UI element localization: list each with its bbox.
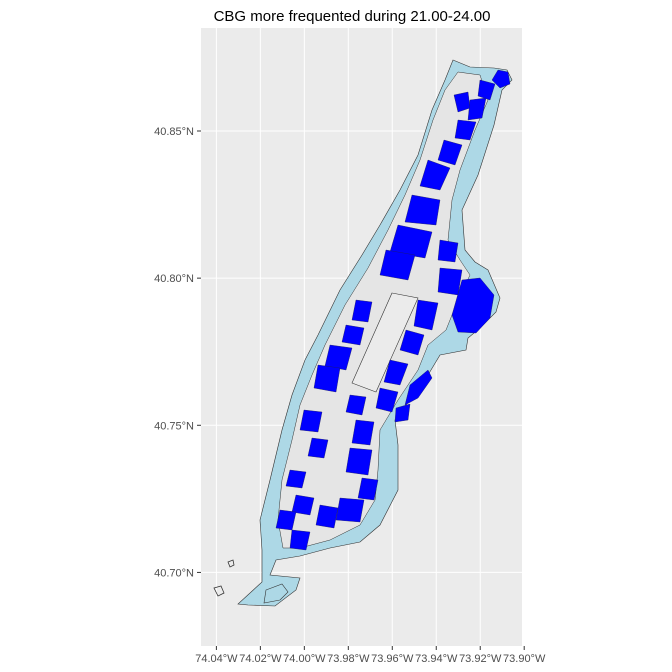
roosevelt-island — [263, 583, 289, 604]
small-island-1 — [227, 559, 235, 568]
y-tick-label: 40.85°N — [154, 126, 194, 138]
land-cbgs — [277, 71, 489, 549]
chart-title: CBG more frequented during 21.00-24.00 — [214, 8, 491, 25]
x-tick-label: 73.96°W — [371, 653, 414, 665]
highlighted-cbgs — [275, 69, 511, 551]
small-island-2 — [213, 585, 225, 597]
y-tick-label: 40.75°N — [154, 420, 194, 432]
y-tick-label: 40.70°N — [154, 567, 194, 579]
x-tick-label: 73.98°W — [327, 653, 370, 665]
y-axis: 40.70°N 40.75°N 40.80°N 40.85°N — [154, 126, 201, 579]
y-tick-label: 40.80°N — [154, 273, 194, 285]
x-tick-label: 74.00°W — [283, 653, 326, 665]
x-tick-label: 73.90°W — [503, 653, 546, 665]
x-axis: 74.04°W 74.02°W 74.00°W 73.98°W 73.96°W 73.94… — [195, 646, 546, 665]
x-tick-label: 73.94°W — [415, 653, 458, 665]
central-park — [351, 292, 419, 393]
x-tick-label: 74.04°W — [195, 653, 238, 665]
x-tick-label: 73.92°W — [459, 653, 502, 665]
x-tick-label: 74.02°W — [239, 653, 282, 665]
manhattan-map — [213, 59, 513, 607]
